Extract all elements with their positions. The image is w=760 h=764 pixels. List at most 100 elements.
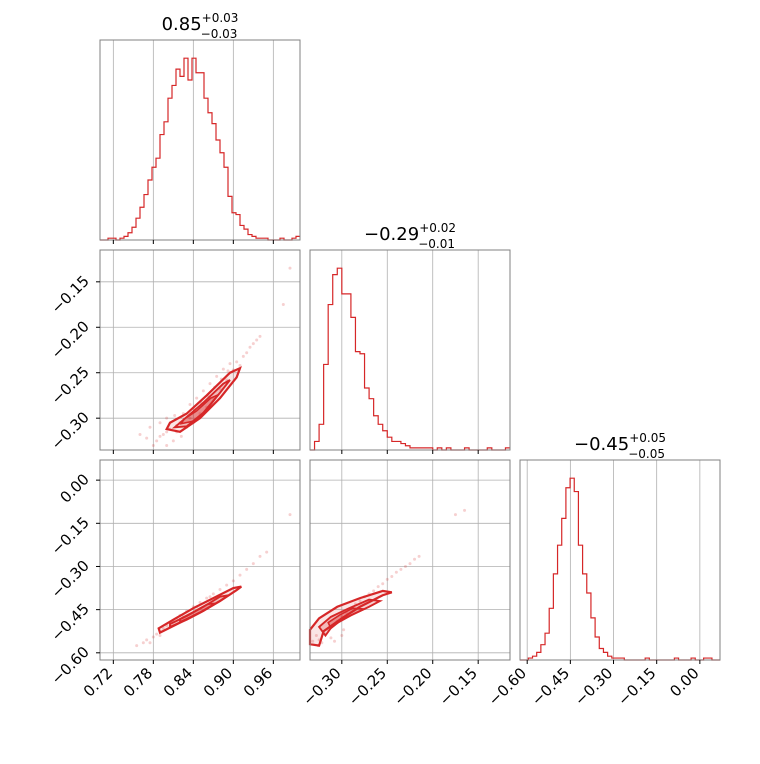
panel-frame-r0-c0: [99, 39, 301, 241]
panel-frame-r1-c1: [309, 249, 511, 451]
x-tick-label: −0.20: [390, 664, 435, 709]
sample-point: [342, 628, 346, 632]
sample-point: [155, 632, 159, 636]
x-tick-label: −0.30: [299, 664, 344, 709]
sample-point: [228, 362, 232, 366]
sample-point: [208, 382, 212, 386]
x-tick-label: 0.78: [120, 664, 156, 700]
panel-title-1: −0.29+0.02: [364, 221, 456, 245]
title-value: −0.29: [364, 224, 419, 245]
y-tick-label: −0.15: [48, 513, 93, 558]
panel-frame-r2-c1: [309, 459, 511, 661]
y-tick-label: −0.15: [48, 272, 93, 317]
sample-point: [265, 550, 269, 554]
title-value: −0.45: [574, 434, 629, 455]
x-tick-label: 0.72: [80, 664, 116, 700]
x-tick-label: −0.15: [436, 664, 481, 709]
sample-point: [135, 644, 139, 648]
sample-point: [403, 564, 407, 568]
sample-point: [141, 641, 145, 645]
panel-frame-r2-c0: [99, 459, 301, 661]
panel-r2-c1: [308, 460, 510, 660]
histogram-step-0: [100, 57, 300, 241]
sample-point: [221, 367, 225, 371]
sample-point: [376, 585, 380, 589]
title-upper-error: +0.05: [629, 431, 666, 445]
sample-point: [205, 596, 209, 600]
sample-point: [201, 389, 205, 393]
density-contour-2: [327, 607, 365, 630]
sample-point: [138, 433, 142, 437]
sample-point: [311, 639, 315, 643]
sample-point: [394, 570, 398, 574]
panel-r0-c0: [100, 40, 300, 241]
x-tick-label: −0.60: [485, 664, 530, 709]
sample-point: [238, 573, 242, 577]
sample-point: [251, 342, 255, 346]
sample-point: [155, 439, 159, 443]
title-lower-error: −0.05: [628, 447, 665, 461]
sample-point: [248, 345, 252, 349]
sample-point: [381, 582, 385, 586]
y-tick-label: −0.30: [48, 557, 93, 602]
sample-point: [390, 575, 394, 579]
sample-point: [258, 554, 262, 558]
y-tick-label: −0.20: [48, 317, 93, 362]
sample-point: [235, 360, 239, 364]
sample-point: [281, 303, 285, 307]
sample-point: [198, 600, 202, 604]
panel-title-2: −0.45+0.05: [574, 431, 666, 455]
sample-point: [314, 634, 318, 638]
sample-point: [165, 443, 169, 447]
sample-point: [245, 567, 249, 571]
sample-point: [188, 416, 192, 420]
panel-r1-c0: [100, 250, 300, 450]
sample-point: [161, 626, 165, 630]
panel-r2-c0: [100, 460, 300, 660]
sample-point: [413, 557, 417, 561]
sample-point: [158, 421, 162, 425]
sample-point: [179, 434, 183, 438]
y-tick-label: −0.30: [48, 408, 93, 453]
sample-point: [399, 567, 403, 571]
sample-point: [329, 636, 333, 640]
panel-r1-c1: [310, 250, 510, 451]
sample-point: [171, 439, 175, 443]
title-upper-error: +0.03: [202, 11, 239, 25]
sample-point: [463, 508, 467, 512]
sample-point: [231, 579, 235, 583]
sample-point: [151, 443, 155, 447]
sample-point: [226, 369, 230, 373]
panel-title-0: 0.85+0.03: [162, 11, 239, 35]
sample-point: [417, 554, 421, 558]
sample-point: [340, 634, 344, 638]
sample-point: [165, 416, 169, 420]
x-tick-label: −0.15: [614, 664, 659, 709]
sample-point: [288, 513, 292, 517]
panel-r2-c2: [520, 460, 721, 661]
title-value: 0.85: [162, 14, 202, 35]
sample-point: [258, 334, 262, 338]
sample-point: [241, 354, 245, 358]
x-tick-label: 0.90: [200, 664, 236, 700]
sample-point: [211, 592, 215, 596]
histogram-step-2: [520, 477, 721, 661]
sample-point: [333, 639, 337, 643]
sample-point: [218, 587, 222, 591]
panel-frame-r1-c0: [99, 249, 301, 451]
sample-point: [148, 641, 152, 645]
x-tick-label: −0.45: [528, 664, 573, 709]
density-contour-2: [179, 393, 220, 425]
x-tick-label: 0.00: [666, 664, 702, 700]
sample-point: [215, 374, 219, 378]
sample-point: [408, 562, 412, 566]
density-contour-0: [165, 366, 242, 433]
sample-point: [158, 434, 162, 438]
panel-frame-r2-c2: [519, 459, 721, 661]
sample-point: [161, 433, 165, 437]
sample-point: [225, 583, 229, 587]
sample-point: [288, 266, 292, 270]
sample-point: [145, 436, 149, 440]
title-upper-error: +0.02: [419, 221, 456, 235]
